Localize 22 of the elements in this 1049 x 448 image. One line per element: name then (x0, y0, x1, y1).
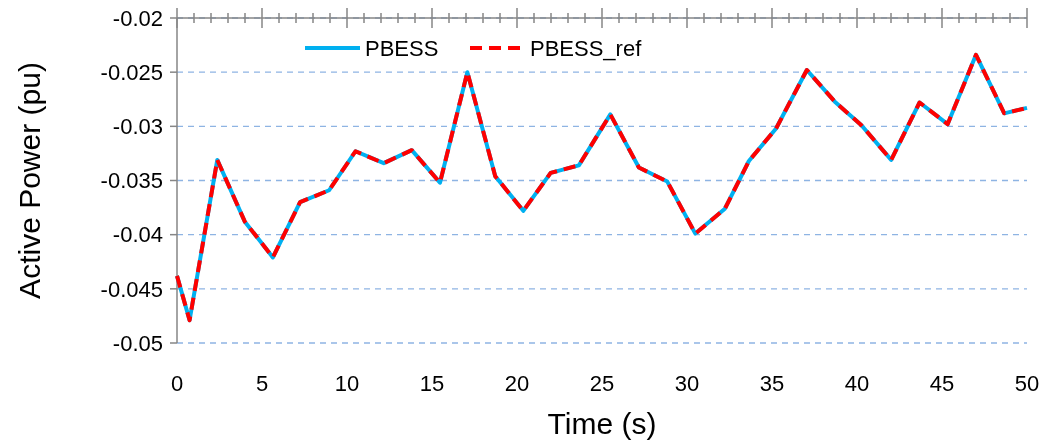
x-tick-label: 20 (504, 371, 530, 396)
x-tick-label: 5 (255, 371, 269, 396)
y-tick-label: -0.04 (112, 222, 163, 248)
x-tick-label: 10 (334, 371, 360, 396)
y-tick-label: -0.035 (100, 168, 163, 194)
y-tick-label: -0.045 (100, 276, 163, 302)
x-tick-label: 50 (1014, 371, 1040, 396)
y-axis-title: Active Power (pu) (13, 62, 46, 299)
x-tick-label: 30 (674, 371, 700, 396)
legend-label: PBESS (365, 35, 439, 61)
x-tick-label: 45 (929, 371, 955, 396)
x-tick-label: 35 (759, 371, 785, 396)
y-tick-label: -0.025 (100, 59, 163, 85)
y-tick-label: -0.03 (112, 114, 163, 140)
x-tick-label: 0 (170, 371, 184, 396)
x-tick-label: 25 (589, 371, 615, 396)
x-tick-label: 15 (419, 371, 445, 396)
x-tick-label: 40 (844, 371, 870, 396)
legend-label: PBESS_ref (530, 35, 643, 61)
y-tick-label: -0.02 (112, 5, 163, 31)
y-tick-label: -0.05 (112, 330, 163, 356)
x-axis-title: Time (s) (547, 407, 657, 440)
